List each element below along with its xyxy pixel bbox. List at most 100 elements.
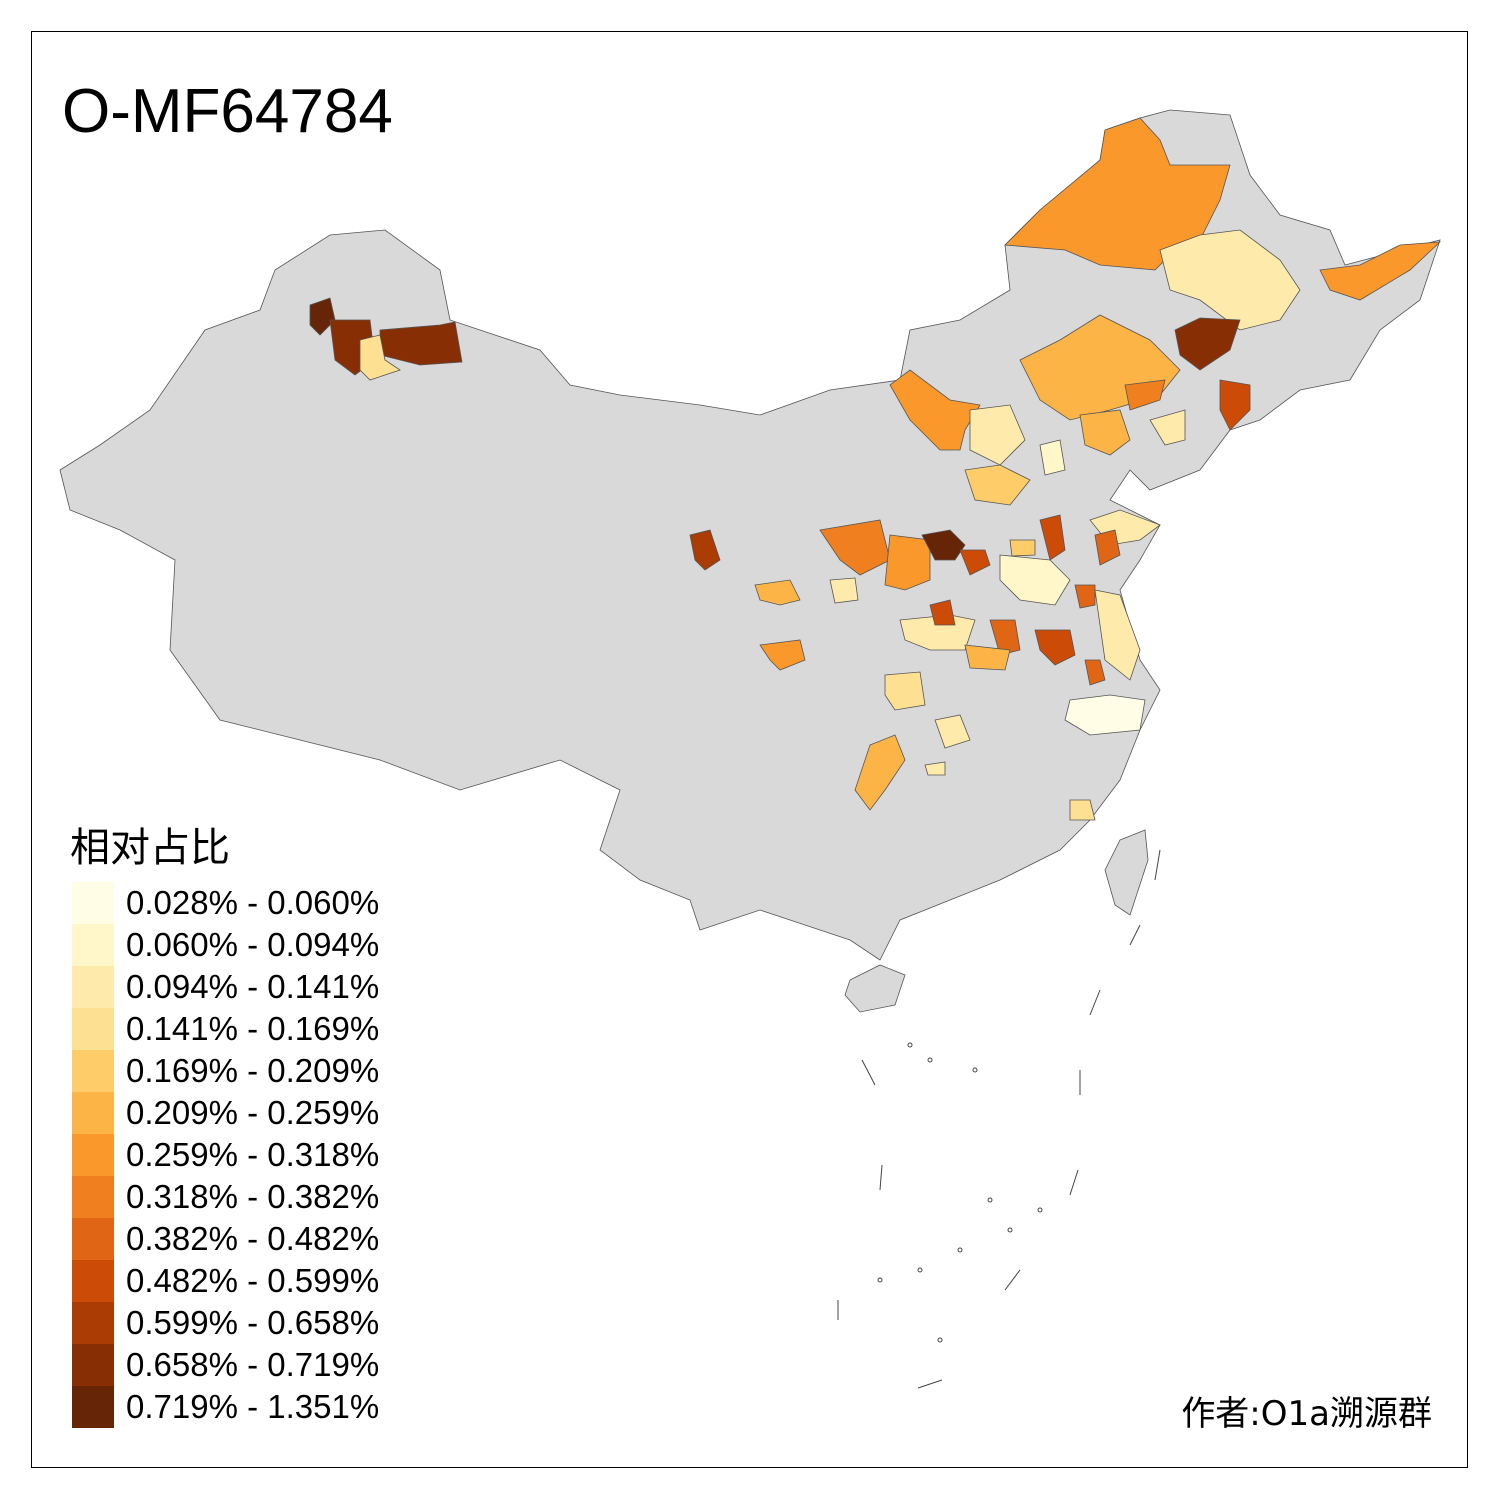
legend-label: 0.318% - 0.382%: [126, 1178, 380, 1215]
legend-swatch: [72, 1050, 114, 1092]
region: [964, 464, 1031, 506]
legend-swatch: [72, 1260, 114, 1302]
legend-swatch: [72, 1092, 114, 1134]
region: [819, 519, 891, 576]
region: [1039, 514, 1066, 561]
region: [854, 734, 906, 811]
legend-label: 0.209% - 0.259%: [126, 1094, 380, 1131]
region: [1069, 799, 1096, 821]
region: [689, 529, 721, 571]
nine-dash-line-segment: [879, 1164, 883, 1191]
legend-swatch: [72, 1218, 114, 1260]
region: [1034, 629, 1076, 666]
region: [1319, 241, 1442, 301]
legend-swatch: [72, 1302, 114, 1344]
author-credit: 作者:O1a溯源群: [1181, 1394, 1432, 1434]
island-mark: [877, 1277, 883, 1283]
legend-swatch: [72, 1386, 114, 1428]
legend-label: 0.259% - 0.318%: [126, 1136, 380, 1173]
region: [1004, 117, 1231, 271]
region: [959, 549, 991, 576]
legend-item: 0.169% - 0.209%: [72, 1050, 379, 1092]
regions: [309, 117, 1442, 821]
legend-swatch: [72, 1134, 114, 1176]
legend-label: 0.482% - 0.599%: [126, 1262, 380, 1299]
legend-item: 0.060% - 0.094%: [72, 924, 379, 966]
island-mark: [907, 1042, 913, 1048]
region: [934, 714, 971, 749]
legend-item: 0.719% - 1.351%: [72, 1386, 379, 1428]
map-frame: [31, 31, 1468, 1468]
legend-item: 0.318% - 0.382%: [72, 1176, 379, 1218]
legend-label: 0.028% - 0.060%: [126, 884, 380, 921]
region: [829, 577, 859, 604]
island-mark: [957, 1247, 963, 1253]
region: [889, 369, 981, 451]
map-title: O-MF64784: [62, 77, 393, 146]
legend-swatch: [72, 924, 114, 966]
region: [359, 334, 401, 381]
legend-item: 0.094% - 0.141%: [72, 966, 379, 1008]
island-mark: [1007, 1227, 1013, 1233]
region: [1124, 379, 1166, 411]
region: [964, 644, 1011, 671]
legend-item: 0.658% - 0.719%: [72, 1344, 379, 1386]
nine-dash-line-segment: [1069, 1169, 1079, 1196]
region: [1084, 659, 1106, 686]
region: [759, 639, 806, 671]
legend-swatch: [72, 966, 114, 1008]
legend-swatch: [72, 1176, 114, 1218]
nine-dash-line-segment: [1089, 989, 1101, 1016]
region: [1009, 539, 1036, 557]
island-mark: [927, 1057, 933, 1063]
legend-item: 0.141% - 0.169%: [72, 1008, 379, 1050]
legend-item: 0.599% - 0.658%: [72, 1302, 379, 1344]
legend-label: 0.719% - 1.351%: [126, 1388, 380, 1425]
island-mark: [917, 1267, 923, 1273]
region: [884, 534, 931, 591]
legend-swatch: [72, 882, 114, 924]
island-mark: [987, 1197, 993, 1203]
legend-label: 0.658% - 0.719%: [126, 1346, 380, 1383]
region: [929, 599, 956, 626]
nine-dash-line-segment: [1154, 849, 1161, 881]
legend-item: 0.028% - 0.060%: [72, 882, 379, 924]
legend-title: 相对占比: [70, 825, 230, 871]
legend-item: 0.209% - 0.259%: [72, 1092, 379, 1134]
region: [921, 529, 966, 561]
legend-label: 0.169% - 0.209%: [126, 1052, 380, 1089]
region: [1149, 409, 1186, 446]
region: [1074, 584, 1096, 609]
region: [1159, 229, 1301, 331]
region: [999, 554, 1071, 606]
region: [1039, 439, 1066, 476]
region: [1064, 694, 1146, 736]
island-mark: [937, 1337, 943, 1343]
legend-label: 0.141% - 0.169%: [126, 1010, 380, 1047]
legend-swatch: [72, 1344, 114, 1386]
legend-label: 0.599% - 0.658%: [126, 1304, 380, 1341]
region: [1174, 317, 1241, 371]
south-china-sea-islands: [837, 849, 1161, 1389]
taiwan-island: [1104, 829, 1149, 916]
nine-dash-line-segment: [1004, 1269, 1021, 1291]
island-mark: [972, 1067, 978, 1073]
legend-item: 0.482% - 0.599%: [72, 1260, 379, 1302]
legend-swatch: [72, 1008, 114, 1050]
nine-dash-line-segment: [1129, 924, 1141, 946]
nine-dash-line-segment: [917, 1379, 943, 1389]
region: [1219, 379, 1251, 431]
legend: 0.028% - 0.060% 0.060% - 0.094% 0.094% -…: [72, 882, 379, 1428]
legend-label: 0.094% - 0.141%: [126, 968, 380, 1005]
region: [1094, 529, 1121, 566]
legend-item: 0.259% - 0.318%: [72, 1134, 379, 1176]
nine-dash-line-segment: [861, 1059, 876, 1086]
region: [969, 404, 1026, 466]
region: [989, 619, 1021, 656]
island-mark: [1037, 1207, 1043, 1213]
hainan-island: [844, 964, 906, 1013]
legend-item: 0.382% - 0.482%: [72, 1218, 379, 1260]
region: [1094, 589, 1141, 681]
region: [1079, 409, 1131, 456]
